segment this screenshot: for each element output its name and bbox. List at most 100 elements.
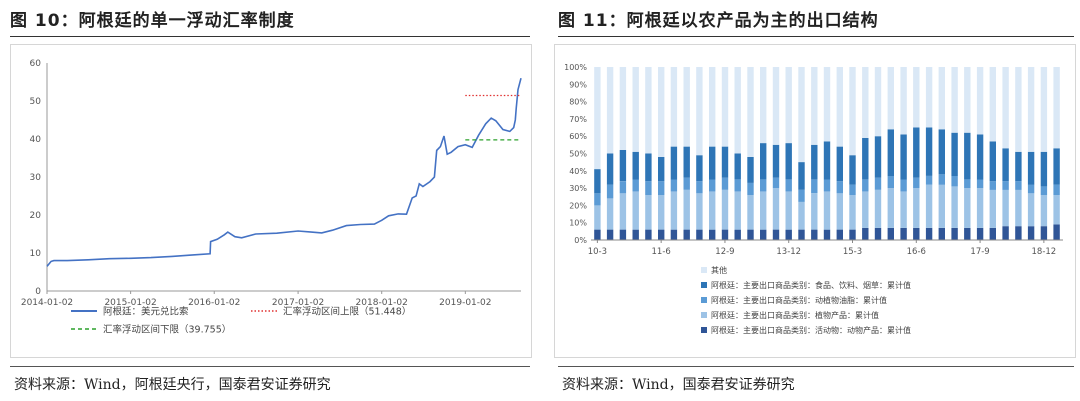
bar-segment-3: [823, 141, 831, 180]
y-tick-label: 20%: [569, 201, 587, 210]
y-tick-label: 100%: [564, 63, 587, 72]
legend-label-4: 阿根廷：主要出口商品类别：活动物：动物产品：累计值: [711, 325, 911, 335]
right-source-note: 资料来源：Wind，国泰君安证券研究: [562, 377, 795, 393]
y-tick-label: 0: [35, 287, 41, 297]
bar-segment-3: [913, 127, 920, 178]
bar-segment-4: [964, 67, 971, 133]
bar-segment-2: [709, 179, 716, 192]
bar-segment-1: [989, 189, 996, 228]
bar-segment-2: [606, 184, 614, 199]
bar-segment-3: [721, 146, 729, 178]
bar-segment-2: [862, 179, 869, 192]
bar-segment-3: [938, 129, 945, 175]
bar-segment-1: [747, 195, 754, 230]
bar-segment-2: [887, 176, 894, 189]
bar-segment-4: [938, 67, 945, 130]
bar-segment-3: [887, 129, 894, 176]
bar-segment-4: [798, 67, 805, 163]
bar-segment-3: [645, 153, 652, 182]
right-title-rule: [558, 36, 1074, 37]
bar-segment-1: [619, 193, 627, 230]
bar-segment-3: [760, 143, 767, 180]
bar-segment-4: [836, 67, 843, 147]
bar-segment-2: [989, 181, 996, 190]
bar-segment-2: [721, 177, 729, 190]
bar-segment-4: [887, 67, 894, 130]
bar-segment-3: [1053, 148, 1060, 185]
legend-swatch-4: [701, 327, 707, 333]
bar-segment-4: [645, 67, 652, 154]
bar-segment-0: [798, 229, 805, 240]
legend-swatch-1: [701, 282, 707, 288]
bar-segment-4: [658, 67, 665, 157]
bar-segment-4: [747, 67, 754, 157]
bar-segment-3: [772, 144, 780, 178]
export-structure-stacked-bar-chart: 0% 10% 20% 30% 40% 50% 60% 70% 80% 90% 100% 10-3 11-…: [564, 63, 1063, 335]
bar-segment-2: [951, 176, 958, 187]
legend-label-2: 阿根廷：主要出口商品类别：动植物油脂：累计值: [711, 295, 887, 305]
bar-segment-1: [811, 193, 818, 230]
bar-segment-4: [1040, 67, 1048, 152]
bar-segment-2: [1053, 184, 1060, 195]
bar-segment-2: [683, 177, 690, 190]
bar-segment-3: [1002, 148, 1009, 182]
bar-segment-2: [811, 179, 818, 194]
bar-segment-1: [683, 189, 690, 230]
bar-segment-2: [925, 176, 933, 185]
bar-segment-0: [900, 227, 907, 240]
bar-segment-1: [734, 191, 741, 230]
bar-segment-1: [951, 186, 958, 228]
right-figure-panel: 图 11：阿根廷以农产品为主的出口结构 0% 10% 20% 30% 40% 50% 60%…: [548, 0, 1080, 401]
y-tick-label: 60%: [569, 132, 587, 141]
bar-segment-1: [1002, 189, 1009, 227]
bar-segment-4: [683, 67, 690, 147]
bar-segment-0: [645, 229, 652, 240]
x-tick-label: 2015-01-02: [104, 298, 156, 308]
bar-segment-4: [632, 67, 639, 152]
bar-segment-2: [1040, 186, 1048, 195]
right-chart-box: 0% 10% 20% 30% 40% 50% 60% 70% 80% 90% 100% 10-3 11-…: [554, 44, 1076, 358]
bar-segment-2: [670, 179, 678, 192]
bar-segment-0: [1015, 226, 1022, 240]
bar-segment-2: [696, 181, 703, 194]
bar-segment-3: [1040, 151, 1048, 187]
bar-segment-3: [619, 150, 627, 182]
y-tick-label: 0%: [574, 236, 587, 245]
bar-segment-1: [606, 198, 614, 230]
left-figure-panel: 图 10：阿根廷的单一浮动汇率制度 0 10 20 30 40 50 60 2014-01-0…: [0, 0, 536, 401]
bar-segment-3: [670, 146, 678, 180]
left-title-rule: [10, 36, 530, 37]
bar-segment-2: [785, 179, 792, 192]
bar-segment-3: [849, 155, 856, 185]
bar-segment-0: [1053, 224, 1060, 240]
bar-segment-1: [938, 184, 945, 228]
bar-segment-4: [772, 67, 780, 145]
bar-segment-3: [836, 146, 843, 182]
bar-segment-1: [632, 191, 639, 230]
legend-label-2: 汇率浮动区间下限（39.755）: [103, 324, 231, 336]
y-tick-label: 60: [30, 59, 42, 69]
bar-segment-1: [913, 188, 920, 228]
bar-segment-0: [683, 229, 690, 240]
bar-segment-3: [1015, 151, 1022, 182]
bar-segment-0: [951, 227, 958, 240]
bar-segment-3: [874, 136, 882, 178]
bar-segment-3: [709, 146, 716, 180]
bar-segment-0: [913, 227, 920, 240]
bar-segment-2: [798, 189, 805, 202]
bar-segment-2: [772, 177, 780, 189]
bar-segment-4: [670, 67, 678, 147]
y-tick-label: 50%: [569, 150, 587, 159]
bar-segment-2: [1027, 184, 1035, 194]
bar-segment-0: [862, 227, 869, 240]
bar-segment-1: [785, 191, 792, 230]
bar-segment-4: [760, 67, 767, 144]
bar-segment-0: [836, 229, 843, 240]
bar-segment-3: [785, 143, 792, 180]
bar-segment-4: [619, 67, 627, 150]
right-bottom-rule: [558, 366, 1074, 367]
bar-segment-2: [874, 177, 882, 190]
bar-segment-3: [606, 153, 614, 185]
bar-segment-4: [989, 67, 996, 142]
bar-segment-4: [862, 67, 869, 138]
